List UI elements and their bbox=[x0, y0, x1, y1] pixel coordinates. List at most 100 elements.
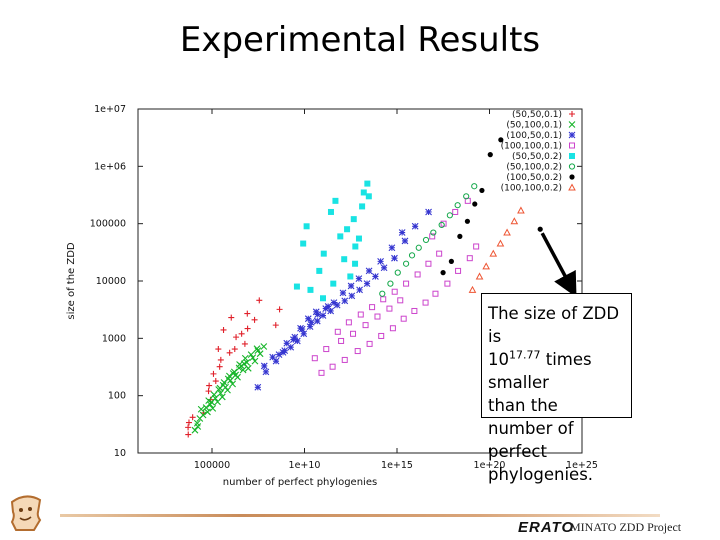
data-point-series-3 bbox=[372, 273, 379, 280]
data-point-series-5 bbox=[337, 233, 344, 240]
data-point-series-3 bbox=[313, 317, 321, 325]
y-axis-label: size of the ZDD bbox=[66, 242, 77, 320]
data-point-series-3 bbox=[319, 312, 327, 319]
data-point-series-4 bbox=[432, 290, 439, 297]
y-tick-label: 1e+07 bbox=[94, 104, 126, 115]
data-point-series-2 bbox=[239, 366, 247, 374]
legend-marker bbox=[568, 183, 576, 191]
data-point-series-6 bbox=[454, 202, 461, 209]
data-point-series-1 bbox=[185, 419, 192, 426]
data-point-series-4 bbox=[311, 355, 318, 362]
legend-label: (100,50,0.1) bbox=[506, 131, 562, 141]
data-point-series-4 bbox=[345, 319, 352, 326]
data-point-series-4 bbox=[369, 304, 376, 311]
data-point-series-5 bbox=[364, 180, 371, 187]
data-point-series-3 bbox=[348, 292, 356, 300]
data-point-series-3 bbox=[293, 337, 301, 345]
arrow-line bbox=[540, 232, 577, 298]
data-point-series-1 bbox=[244, 325, 251, 332]
legend-marker bbox=[569, 153, 575, 159]
data-point-series-3 bbox=[380, 264, 388, 272]
data-point-series-7 bbox=[440, 270, 446, 276]
data-point-series-4 bbox=[429, 233, 436, 240]
data-point-series-8 bbox=[496, 239, 505, 247]
data-point-series-3 bbox=[401, 237, 409, 245]
data-point-series-8 bbox=[468, 285, 477, 293]
data-point-series-5 bbox=[300, 240, 307, 247]
x-tick-label: 1e+15 bbox=[381, 460, 413, 471]
data-point-series-5 bbox=[352, 243, 359, 250]
data-point-series-6 bbox=[408, 252, 416, 259]
data-point-series-6 bbox=[415, 244, 422, 251]
data-point-series-2 bbox=[209, 404, 217, 412]
callout-exponent: 17.77 bbox=[509, 348, 541, 362]
data-point-series-1 bbox=[210, 370, 217, 377]
data-point-series-4 bbox=[414, 271, 421, 278]
data-point-series-2 bbox=[235, 364, 243, 372]
data-point-series-1 bbox=[231, 346, 238, 353]
data-point-series-7 bbox=[498, 137, 504, 143]
data-point-series-4 bbox=[422, 299, 429, 306]
data-point-series-5 bbox=[341, 256, 348, 263]
callout-base: 10 bbox=[488, 350, 509, 369]
x-axis-label: number of perfect phylogenies bbox=[223, 477, 377, 488]
data-point-series-1 bbox=[189, 414, 196, 421]
data-point-series-5 bbox=[320, 250, 327, 257]
data-point-series-3 bbox=[287, 343, 295, 351]
data-point-series-4 bbox=[386, 305, 393, 312]
data-point-series-3 bbox=[275, 351, 283, 359]
data-point-series-1 bbox=[206, 382, 213, 389]
x-tick-label: 1e+10 bbox=[289, 460, 321, 471]
data-point-series-3 bbox=[283, 339, 291, 347]
data-point-series-6 bbox=[379, 290, 386, 297]
data-point-series-2 bbox=[240, 360, 248, 368]
data-point-series-6 bbox=[446, 212, 453, 219]
data-point-series-1 bbox=[244, 310, 251, 317]
data-points bbox=[185, 137, 543, 438]
data-point-series-1 bbox=[217, 356, 224, 363]
data-point-series-3 bbox=[388, 244, 396, 252]
data-point-series-3 bbox=[281, 347, 289, 355]
data-point-series-3 bbox=[269, 353, 277, 361]
callout-line-4: perfect phylogenies. bbox=[488, 442, 594, 484]
data-point-series-2 bbox=[191, 426, 199, 434]
data-point-series-5 bbox=[365, 193, 372, 200]
legend-label: (100,100,0.1) bbox=[501, 142, 562, 152]
data-point-series-7 bbox=[457, 233, 463, 239]
data-point-series-3 bbox=[291, 333, 299, 341]
legend-marker bbox=[569, 174, 575, 180]
data-point-series-5 bbox=[350, 216, 357, 223]
legend-marker bbox=[568, 131, 576, 139]
data-point-series-5 bbox=[347, 273, 354, 280]
data-point-series-1 bbox=[256, 297, 263, 304]
data-point-series-1 bbox=[276, 306, 283, 313]
data-point-series-3 bbox=[307, 318, 315, 326]
data-point-series-3 bbox=[377, 257, 384, 265]
data-point-series-4 bbox=[341, 356, 348, 363]
data-point-series-3 bbox=[262, 368, 270, 376]
data-point-series-4 bbox=[378, 332, 385, 339]
legend-label: (50,50,0.2) bbox=[512, 152, 562, 162]
data-point-series-5 bbox=[320, 295, 326, 302]
slide-title: Experimental Results bbox=[179, 20, 541, 60]
x-tick-label: 1e+20 bbox=[474, 460, 506, 471]
data-point-series-2 bbox=[219, 381, 227, 389]
data-point-series-4 bbox=[452, 208, 459, 215]
data-point-series-3 bbox=[324, 303, 332, 310]
data-point-series-4 bbox=[400, 315, 407, 322]
legend-label: (50,50,0.1) bbox=[512, 110, 562, 120]
data-point-series-4 bbox=[338, 337, 345, 344]
data-point-series-3 bbox=[339, 289, 347, 297]
data-point-series-2 bbox=[218, 393, 226, 401]
legend-marker bbox=[568, 163, 576, 170]
data-point-series-3 bbox=[356, 286, 363, 294]
legend-label: (50,100,0.1) bbox=[506, 121, 562, 131]
data-point-series-4 bbox=[354, 348, 361, 355]
data-point-series-3 bbox=[260, 362, 268, 370]
data-point-series-7 bbox=[448, 258, 454, 264]
legend-marker bbox=[569, 142, 575, 149]
data-point-series-1 bbox=[220, 326, 227, 333]
data-point-series-3 bbox=[298, 325, 306, 333]
data-point-series-1 bbox=[241, 340, 248, 347]
footer-rule bbox=[60, 514, 660, 517]
